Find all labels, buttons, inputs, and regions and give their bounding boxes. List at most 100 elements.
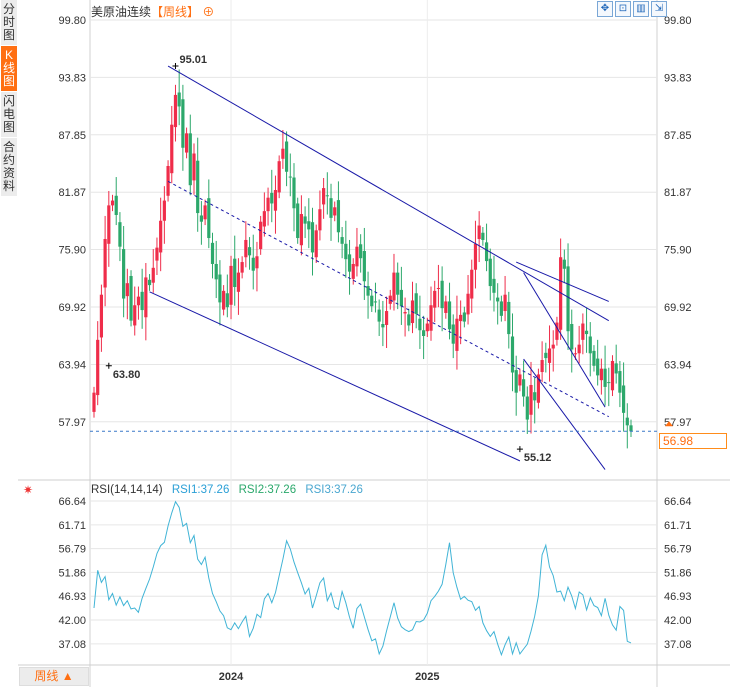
rsi-tick-right: 51.86 — [664, 567, 692, 579]
candle-body — [281, 148, 285, 159]
candle-body — [325, 195, 329, 197]
candle-body — [270, 192, 274, 204]
chart-title: 美原油连续【周线】 ⊕ — [91, 3, 214, 20]
candle-body — [584, 330, 589, 335]
annotation-marker — [516, 446, 523, 453]
add-circle-icon[interactable]: ⊕ — [202, 5, 215, 19]
candle-body — [351, 263, 355, 279]
candle-body — [240, 262, 244, 273]
candle-body — [433, 290, 437, 308]
candle-body — [129, 275, 133, 321]
candle-body — [414, 293, 418, 314]
candle-body — [329, 198, 333, 218]
candle-body — [588, 336, 592, 354]
candle-body — [403, 311, 407, 314]
candle-body — [199, 215, 203, 222]
candle-body — [336, 200, 341, 233]
period-select-button[interactable]: 周线 ▲ — [19, 667, 89, 686]
candle-body — [203, 205, 207, 220]
price-tick-right: 93.83 — [664, 72, 692, 84]
candle-body — [529, 384, 533, 415]
candle-body — [566, 266, 570, 332]
period-label: 【周线】 — [151, 5, 200, 19]
candle-body — [455, 318, 459, 351]
tab-contract-info[interactable]: 合约资料 — [1, 138, 17, 197]
rsi-line — [93, 500, 632, 657]
price-tick-left: 69.92 — [58, 302, 86, 314]
candle-body — [170, 124, 174, 174]
rsi-tick-right: 66.64 — [664, 496, 692, 508]
candle-body — [577, 344, 581, 354]
rsi-tick-right: 46.93 — [664, 591, 692, 603]
candle-body — [340, 237, 344, 244]
crosshair-icon[interactable]: ⊡ — [615, 1, 631, 17]
candle-body — [377, 309, 381, 322]
candle-body — [318, 209, 322, 231]
candle-body — [122, 249, 126, 299]
rsi-tick-right: 56.79 — [664, 544, 692, 556]
candle-body — [303, 216, 307, 224]
tab-timeshare[interactable]: 分时图 — [1, 0, 17, 46]
candle-body — [477, 225, 481, 239]
tab-kline[interactable]: K线图 — [1, 46, 17, 92]
tab-flash[interactable]: 闪电图 — [1, 92, 17, 138]
candle-body — [396, 272, 400, 295]
candle-body — [625, 417, 629, 426]
candle-body — [488, 258, 492, 287]
candle-body — [288, 176, 292, 178]
candle-body — [518, 374, 522, 386]
fullscreen-icon[interactable]: ⇲ — [651, 1, 667, 17]
candle-body — [388, 295, 392, 304]
candle-body — [484, 242, 489, 262]
candle-body — [255, 256, 259, 269]
candle-body — [614, 363, 618, 374]
candle-body — [384, 311, 389, 325]
candle-body — [247, 247, 252, 256]
candle-body — [277, 161, 281, 193]
candle-body — [436, 287, 441, 289]
rsi1-value: RSI1:37.26 — [171, 484, 230, 496]
candle-body — [562, 259, 566, 269]
candle-body — [607, 382, 611, 384]
candle-body — [547, 348, 552, 363]
price-tick-left: 81.87 — [58, 187, 86, 199]
candle-body — [222, 290, 226, 310]
candle-body — [103, 238, 107, 288]
candle-body — [251, 257, 255, 271]
candle-body — [514, 370, 518, 393]
rsi-tick-right: 37.08 — [664, 639, 692, 651]
candle-body — [440, 280, 444, 309]
channel-line-lower — [149, 291, 521, 462]
channel-line-upper — [167, 65, 610, 322]
candle-body — [599, 368, 603, 381]
candle-body — [407, 314, 411, 326]
candle-body — [125, 283, 129, 297]
price-tick-right: 75.90 — [664, 245, 692, 257]
candle-body — [140, 291, 144, 311]
candle-body — [92, 392, 96, 412]
candle-body — [596, 358, 600, 376]
rsi-tick-left: 37.08 — [58, 639, 86, 651]
candle-body — [362, 251, 366, 282]
fit-icon[interactable]: ✥ — [597, 1, 613, 17]
table-icon[interactable]: ▥ — [633, 1, 649, 17]
candle-body — [207, 198, 211, 239]
rsi-tick-left: 51.86 — [58, 567, 86, 579]
candle-body — [344, 243, 348, 260]
candle-body — [292, 177, 296, 209]
annotation-label-low: 63.80 — [113, 369, 141, 381]
price-tick-left: 57.97 — [58, 417, 86, 429]
candle-body — [159, 220, 163, 253]
candle-body — [184, 133, 189, 153]
price-tick-left: 63.94 — [58, 359, 86, 371]
indicator-settings-icon[interactable]: ✷ — [22, 483, 34, 497]
price-tick-right: 87.85 — [664, 130, 692, 142]
candle-body — [173, 94, 178, 128]
x-tick-label: 2025 — [415, 671, 439, 683]
candle-body — [621, 385, 626, 413]
candle-body — [510, 336, 515, 373]
candle-body — [259, 221, 263, 250]
rsi-tick-left: 42.00 — [58, 615, 86, 627]
candle-body — [322, 188, 326, 205]
